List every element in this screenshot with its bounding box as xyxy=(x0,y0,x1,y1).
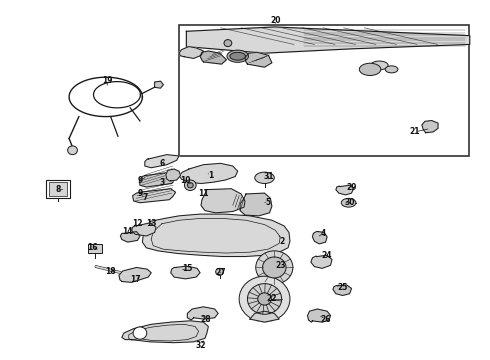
Text: 9: 9 xyxy=(137,189,143,198)
Ellipse shape xyxy=(255,172,274,184)
Ellipse shape xyxy=(385,66,398,73)
Text: 28: 28 xyxy=(200,315,211,324)
Polygon shape xyxy=(119,267,151,282)
Circle shape xyxy=(187,183,193,188)
Text: 6: 6 xyxy=(159,159,165,168)
Text: 21: 21 xyxy=(410,127,420,136)
Polygon shape xyxy=(140,172,175,187)
Circle shape xyxy=(216,268,223,275)
Text: 5: 5 xyxy=(266,198,271,207)
Text: 11: 11 xyxy=(198,189,209,198)
Ellipse shape xyxy=(341,198,356,207)
Polygon shape xyxy=(250,311,279,322)
Text: 32: 32 xyxy=(196,341,206,350)
Text: 19: 19 xyxy=(102,76,113,85)
Polygon shape xyxy=(200,51,226,64)
Polygon shape xyxy=(336,185,353,195)
Polygon shape xyxy=(187,307,218,320)
Polygon shape xyxy=(333,285,351,296)
Polygon shape xyxy=(179,163,238,184)
Circle shape xyxy=(263,257,286,278)
Circle shape xyxy=(247,284,282,314)
Text: 26: 26 xyxy=(320,315,331,324)
Text: 10: 10 xyxy=(180,176,191,185)
Circle shape xyxy=(68,146,77,155)
Text: 3: 3 xyxy=(159,178,165,187)
Text: 9: 9 xyxy=(137,176,143,185)
Text: 17: 17 xyxy=(130,275,140,284)
Text: 13: 13 xyxy=(146,219,156,228)
Circle shape xyxy=(258,293,271,305)
Ellipse shape xyxy=(359,63,381,76)
Text: 25: 25 xyxy=(338,283,348,292)
Bar xyxy=(49,182,67,196)
Circle shape xyxy=(133,327,147,339)
Text: 15: 15 xyxy=(182,264,193,273)
Text: 24: 24 xyxy=(322,251,332,260)
Text: 27: 27 xyxy=(215,268,226,277)
Polygon shape xyxy=(122,321,208,343)
Text: 2: 2 xyxy=(279,237,284,246)
Ellipse shape xyxy=(370,61,388,70)
Polygon shape xyxy=(121,231,140,242)
Text: 23: 23 xyxy=(275,261,286,270)
Text: 7: 7 xyxy=(142,193,147,202)
Text: 12: 12 xyxy=(132,219,143,228)
Polygon shape xyxy=(311,255,332,268)
Text: 22: 22 xyxy=(267,294,277,303)
Bar xyxy=(179,25,469,156)
Polygon shape xyxy=(171,266,200,279)
Polygon shape xyxy=(155,81,163,88)
Circle shape xyxy=(256,251,293,284)
Bar xyxy=(88,244,102,253)
Text: 4: 4 xyxy=(320,229,326,238)
Text: 1: 1 xyxy=(208,171,214,180)
Polygon shape xyxy=(179,46,203,58)
Polygon shape xyxy=(143,214,290,257)
Polygon shape xyxy=(240,193,272,216)
Polygon shape xyxy=(201,189,245,213)
Text: 30: 30 xyxy=(345,198,355,207)
Polygon shape xyxy=(133,189,175,203)
Ellipse shape xyxy=(230,52,245,60)
Polygon shape xyxy=(308,309,331,322)
Text: 18: 18 xyxy=(105,267,116,276)
Polygon shape xyxy=(245,52,272,67)
Polygon shape xyxy=(145,155,179,168)
Text: 8: 8 xyxy=(56,185,61,194)
Ellipse shape xyxy=(227,50,248,62)
Polygon shape xyxy=(132,223,156,236)
Text: 16: 16 xyxy=(87,243,98,252)
Polygon shape xyxy=(166,169,180,181)
Polygon shape xyxy=(186,27,470,53)
Circle shape xyxy=(224,40,232,46)
Bar xyxy=(46,180,70,198)
Circle shape xyxy=(184,180,196,190)
Polygon shape xyxy=(313,231,327,244)
Text: 31: 31 xyxy=(263,172,274,181)
Polygon shape xyxy=(422,121,438,133)
Text: 29: 29 xyxy=(346,183,357,192)
Circle shape xyxy=(239,276,290,322)
Text: 20: 20 xyxy=(270,16,281,25)
Text: 14: 14 xyxy=(122,227,133,236)
